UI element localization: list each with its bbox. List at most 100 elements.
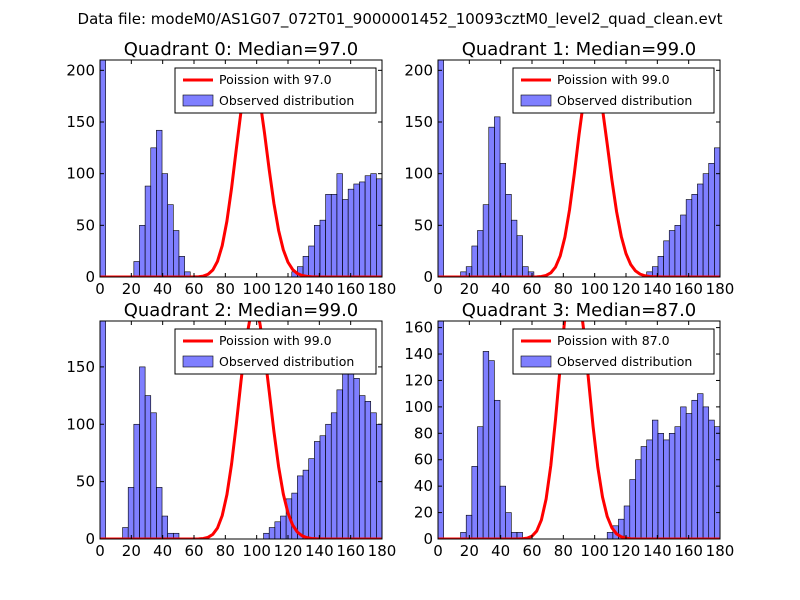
- legend-label-poisson: Poission with 99.0: [557, 72, 670, 87]
- legend-patch-swatch: [520, 94, 552, 107]
- legend: Poission with 97.0 Observed distribution: [174, 67, 377, 114]
- y-tick-label: 60: [414, 451, 433, 469]
- histogram-bar: [308, 245, 315, 277]
- x-tick-label: 160: [336, 280, 365, 298]
- histogram-bar: [133, 423, 140, 539]
- histogram-bar: [263, 532, 270, 539]
- histogram-bar: [488, 126, 495, 277]
- histogram-bar: [325, 194, 332, 277]
- x-tick-label: 140: [305, 280, 334, 298]
- y-tick-label: 0: [423, 530, 433, 548]
- histogram-bar: [370, 173, 377, 277]
- y-tick-label: 80: [414, 424, 433, 442]
- quadrant-1-panel: 0 20 40 60 80 100 120 140 160 180050100150200Quad…: [404, 39, 734, 298]
- axes-frame: [437, 320, 721, 540]
- legend: Poission with 87.0 Observed distribution: [512, 328, 715, 375]
- histogram-bar: [100, 321, 106, 539]
- histogram-bar: [668, 230, 676, 277]
- histogram-bar: [336, 173, 343, 277]
- x-tick-label: 0: [433, 280, 443, 298]
- histogram-bar: [144, 395, 152, 539]
- x-tick-label: 100: [242, 542, 271, 560]
- histogram-bar: [471, 466, 478, 539]
- histogram-bar: [370, 412, 377, 539]
- y-tick-label: 100: [66, 165, 95, 183]
- x-tick-label: 160: [336, 542, 365, 560]
- histogram-bar: [663, 240, 670, 277]
- x-tick-label: 20: [122, 280, 141, 298]
- histogram-bar: [482, 204, 490, 277]
- x-tick-label: 100: [242, 280, 271, 298]
- x-tick-label: 120: [612, 280, 641, 298]
- histogram-bar: [522, 266, 529, 277]
- histogram-bar: [494, 116, 501, 277]
- histogram-bar: [663, 439, 670, 539]
- histogram-bar: [156, 129, 163, 277]
- quadrant-3-panel: 0 20 40 60 80 100 120 140 160 1800204060801001201…: [404, 300, 734, 560]
- histogram-bar: [680, 214, 687, 277]
- histogram-bar: [308, 458, 315, 539]
- histogram-bar: [167, 204, 174, 277]
- histogram-bar: [314, 225, 321, 277]
- x-tick-label: 40: [153, 542, 172, 560]
- histogram-bar: [302, 256, 309, 277]
- histogram-bar: [482, 351, 490, 539]
- legend-label-poisson: Poission with 99.0: [219, 333, 332, 348]
- histogram-bar: [184, 271, 191, 277]
- y-tick-label: 50: [76, 473, 95, 491]
- x-tick-label: 60: [522, 542, 541, 560]
- x-tick-label: 60: [522, 280, 541, 298]
- y-tick-label: 50: [76, 216, 95, 234]
- histogram-bar: [274, 521, 281, 539]
- y-tick-label: 50: [414, 216, 433, 234]
- x-tick-label: 20: [122, 542, 141, 560]
- histogram-bar: [623, 505, 631, 539]
- histogram-bar: [697, 393, 704, 539]
- legend-label-poisson: Poission with 87.0: [557, 333, 670, 348]
- y-tick-label: 100: [66, 415, 95, 433]
- histogram-bar: [325, 423, 332, 539]
- histogram-bar: [173, 532, 180, 539]
- x-tick-label: 40: [153, 280, 172, 298]
- histogram-bar: [347, 372, 355, 539]
- x-tick-label: 120: [274, 280, 303, 298]
- histogram-bar: [646, 439, 653, 539]
- histogram-bar: [347, 188, 355, 277]
- x-tick-label: 100: [580, 542, 609, 560]
- histogram-bar: [342, 199, 349, 277]
- histogram-bar: [319, 219, 326, 277]
- legend-patch-swatch: [520, 355, 552, 368]
- histogram-bar: [635, 459, 642, 539]
- x-tick-label: 160: [674, 280, 703, 298]
- histogram-bar: [652, 419, 659, 539]
- histogram-bar: [280, 515, 287, 539]
- y-tick-label: 0: [423, 268, 433, 286]
- histogram-bar: [438, 60, 444, 277]
- histogram-bar: [297, 475, 304, 539]
- y-tick-label: 40: [414, 477, 433, 495]
- histogram-bar: [122, 527, 129, 539]
- axes-frame: [99, 59, 383, 278]
- x-tick-label: 20: [460, 542, 479, 560]
- legend-patch-swatch: [182, 355, 214, 368]
- x-tick-label: 0: [95, 542, 105, 560]
- y-tick-label: 120: [404, 371, 433, 389]
- axes-frame: [437, 59, 721, 278]
- histogram-bar: [376, 178, 382, 277]
- histogram-bar: [150, 412, 157, 539]
- poisson-curve: [100, 321, 382, 539]
- histogram-bar: [173, 230, 180, 277]
- histogram-bar: [364, 175, 372, 277]
- histogram-bar: [629, 479, 636, 539]
- x-tick-label: 20: [460, 280, 479, 298]
- histogram-bar: [527, 271, 535, 277]
- histogram-bar: [133, 261, 140, 277]
- histogram-bar: [100, 60, 106, 277]
- x-tick-label: 60: [184, 542, 203, 560]
- x-tick-label: 40: [491, 542, 510, 560]
- legend: Poission with 99.0 Observed distribution: [512, 67, 715, 114]
- figure-suptitle: Data file: modeM0/AS1G07_072T01_90000014…: [78, 10, 723, 29]
- x-tick-label: 40: [491, 280, 510, 298]
- histogram-bar: [685, 413, 693, 539]
